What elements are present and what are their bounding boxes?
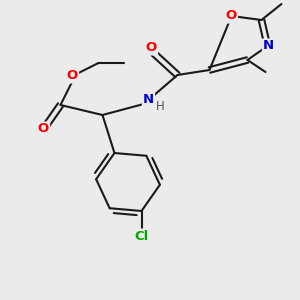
Text: O: O bbox=[38, 122, 49, 136]
Text: N: N bbox=[143, 94, 154, 106]
Text: O: O bbox=[67, 70, 78, 83]
Text: O: O bbox=[226, 10, 237, 22]
Text: Cl: Cl bbox=[134, 230, 148, 242]
Text: H: H bbox=[156, 100, 165, 113]
Text: N: N bbox=[263, 40, 274, 52]
Text: O: O bbox=[146, 41, 157, 55]
